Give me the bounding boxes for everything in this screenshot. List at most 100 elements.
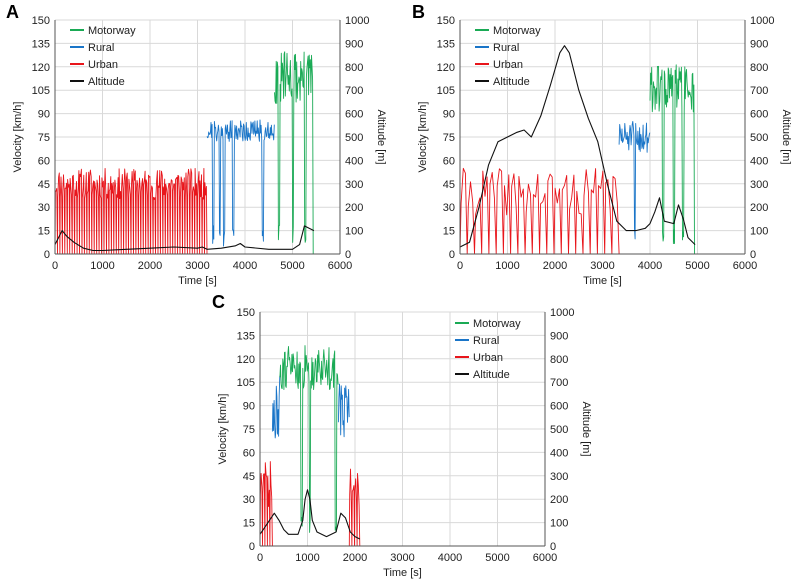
y-tick-label: 0 bbox=[44, 249, 50, 261]
y2-tick-label: 600 bbox=[550, 401, 568, 413]
y2-tick-label: 900 bbox=[750, 38, 768, 50]
y-tick-label: 120 bbox=[32, 62, 50, 74]
y2-tick-label: 300 bbox=[750, 179, 768, 191]
y2-tick-label: 800 bbox=[550, 354, 568, 366]
y-tick-label: 150 bbox=[437, 15, 455, 27]
legend-entry: Motorway bbox=[493, 25, 541, 37]
y-tick-label: 45 bbox=[243, 471, 255, 483]
y2-tick-label: 0 bbox=[750, 249, 756, 261]
y-tick-label: 135 bbox=[237, 330, 255, 342]
y-tick-label: 0 bbox=[449, 249, 455, 261]
y-tick-label: 15 bbox=[443, 226, 455, 238]
legend-entry: Rural bbox=[88, 42, 114, 54]
y-tick-label: 15 bbox=[38, 226, 50, 238]
y-tick-label: 105 bbox=[437, 85, 455, 97]
y2-tick-label: 400 bbox=[750, 155, 768, 167]
y2-tick-label: 300 bbox=[550, 471, 568, 483]
y2-tick-label: 100 bbox=[345, 226, 363, 238]
legend-entry: Altitude bbox=[88, 76, 125, 88]
y2-tick-label: 200 bbox=[750, 202, 768, 214]
y2-tick-label: 500 bbox=[550, 424, 568, 436]
y-tick-label: 75 bbox=[38, 132, 50, 144]
y-tick-label: 30 bbox=[38, 202, 50, 214]
chart-panel-c: 0 15 30 45 60 75 90 105 120 135 150 0 100 200 300 400 50… bbox=[212, 292, 592, 579]
y2-axis-label: Altitude [m] bbox=[780, 109, 792, 164]
y-tick-label: 150 bbox=[237, 307, 255, 319]
y-tick-label: 105 bbox=[237, 377, 255, 389]
y-tick-label: 75 bbox=[243, 424, 255, 436]
x-tick-label: 1000 bbox=[295, 552, 319, 564]
y2-tick-label: 700 bbox=[345, 85, 363, 97]
x-tick-label: 3000 bbox=[390, 552, 414, 564]
series-altitude bbox=[54, 225, 315, 252]
y2-tick-label: 1000 bbox=[750, 15, 774, 27]
x-tick-label: 6000 bbox=[328, 260, 352, 272]
legend-entry: Rural bbox=[473, 335, 499, 347]
y-tick-label: 90 bbox=[38, 109, 50, 121]
y-tick-label: 60 bbox=[443, 155, 455, 167]
x-tick-label: 6000 bbox=[533, 552, 557, 564]
x-tick-label: 3000 bbox=[185, 260, 209, 272]
y2-axis-label: Altitude [m] bbox=[375, 109, 387, 164]
y2-tick-label: 0 bbox=[345, 249, 351, 261]
y2-axis-label: Altitude [m] bbox=[580, 401, 592, 456]
x-tick-label: 4000 bbox=[233, 260, 257, 272]
y-tick-label: 60 bbox=[38, 155, 50, 167]
y-tick-label: 0 bbox=[249, 541, 255, 553]
y2-tick-label: 800 bbox=[345, 62, 363, 74]
series-altitude bbox=[459, 45, 696, 248]
y2-tick-label: 600 bbox=[750, 109, 768, 121]
x-tick-label: 5000 bbox=[485, 552, 509, 564]
y-tick-label: 30 bbox=[243, 494, 255, 506]
series-urban bbox=[54, 167, 208, 255]
series-rural bbox=[271, 375, 281, 439]
y2-tick-label: 100 bbox=[750, 226, 768, 238]
y-tick-label: 150 bbox=[32, 15, 50, 27]
y-tick-label: 90 bbox=[443, 109, 455, 121]
x-tick-label: 4000 bbox=[638, 260, 662, 272]
x-tick-label: 2000 bbox=[138, 260, 162, 272]
x-tick-label: 2000 bbox=[543, 260, 567, 272]
x-tick-label: 0 bbox=[257, 552, 263, 564]
y-tick-label: 135 bbox=[32, 38, 50, 50]
chart-panel-a: 0 15 30 45 60 75 90 105 120 135 150 0 100 200 300 400 50… bbox=[6, 2, 387, 287]
series-rural bbox=[206, 119, 275, 247]
x-axis-label: Time [s] bbox=[178, 275, 217, 287]
x-tick-label: 4000 bbox=[438, 552, 462, 564]
x-axis-label: Time [s] bbox=[583, 275, 622, 287]
legend-entry: Rural bbox=[493, 42, 519, 54]
y-tick-label: 105 bbox=[32, 85, 50, 97]
legend-entry: Urban bbox=[493, 59, 523, 71]
y2-tick-label: 500 bbox=[750, 132, 768, 144]
x-axis-label: Time [s] bbox=[383, 567, 422, 579]
y2-tick-label: 100 bbox=[550, 518, 568, 530]
y-axis-label: Velocity [km/h] bbox=[217, 394, 229, 465]
y-axis-label: Velocity [km/h] bbox=[417, 102, 429, 173]
legend-entry: Altitude bbox=[493, 76, 530, 88]
y2-tick-label: 700 bbox=[750, 85, 768, 97]
legend-entry: Urban bbox=[88, 59, 118, 71]
y-tick-label: 135 bbox=[437, 38, 455, 50]
x-tick-label: 0 bbox=[52, 260, 58, 272]
series-urban bbox=[259, 461, 273, 547]
y-tick-label: 60 bbox=[243, 447, 255, 459]
y-tick-label: 30 bbox=[443, 202, 455, 214]
series-altitude bbox=[259, 489, 361, 540]
y-axis-label: Velocity [km/h] bbox=[12, 102, 24, 173]
x-tick-label: 2000 bbox=[343, 552, 367, 564]
y2-tick-label: 400 bbox=[345, 155, 363, 167]
legend-entry: Motorway bbox=[88, 25, 136, 37]
x-tick-label: 1000 bbox=[495, 260, 519, 272]
y-tick-label: 45 bbox=[38, 179, 50, 191]
legend-entry: Urban bbox=[473, 352, 503, 364]
series-motorway bbox=[279, 345, 339, 533]
panel-label: A bbox=[6, 2, 19, 22]
legend-entry: Altitude bbox=[473, 369, 510, 381]
y2-tick-label: 600 bbox=[345, 109, 363, 121]
panel-label: C bbox=[212, 292, 225, 312]
y2-tick-label: 900 bbox=[345, 38, 363, 50]
y2-tick-label: 0 bbox=[550, 541, 556, 553]
y2-tick-label: 1000 bbox=[550, 307, 574, 319]
legend-entry: Motorway bbox=[473, 318, 521, 330]
